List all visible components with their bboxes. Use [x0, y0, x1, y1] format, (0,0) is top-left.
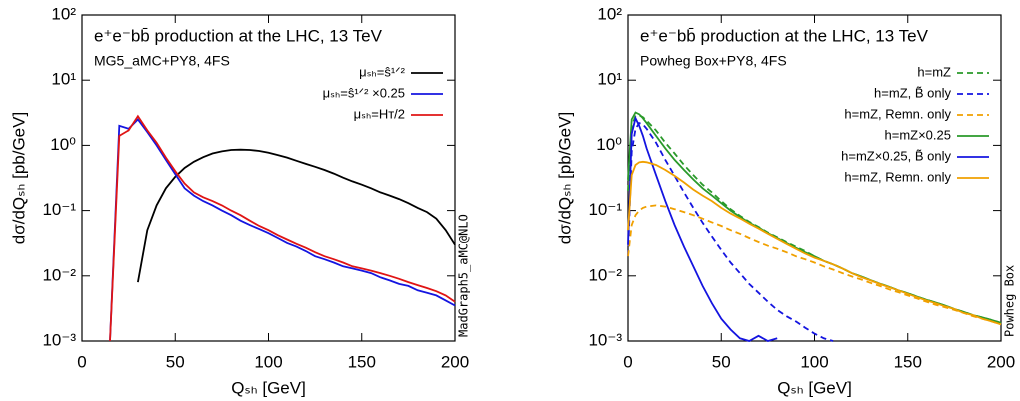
y-tick-label: 10¹	[597, 70, 622, 89]
legend-label: h=mZ×0.25	[885, 127, 952, 142]
legend-label: h=mZ	[917, 64, 951, 79]
chart-subtitle: MG5_aMC+PY8, 4FS	[94, 53, 230, 69]
x-tick-label: 100	[254, 352, 282, 371]
y-axis-label: dσ/dQₛₕ [pb/GeV]	[9, 112, 28, 244]
y-tick-label: 10⁻²	[588, 265, 622, 284]
y-tick-label: 10⁻¹	[42, 200, 76, 219]
x-tick-label: 200	[987, 352, 1015, 371]
x-tick-label: 0	[623, 352, 632, 371]
series-line	[627, 204, 1002, 326]
legend-label: h=mZ, Remn. only	[844, 169, 951, 184]
legend-label: μₛₕ=Hᴛ/2	[354, 106, 405, 121]
chart-subtitle: Powheg Box+PY8, 4FS	[640, 53, 787, 69]
y-axis-label: dσ/dQₛₕ [pb/GeV]	[555, 112, 574, 244]
x-axis-label: Qₛₕ [GeV]	[231, 378, 306, 397]
series-line	[137, 148, 456, 283]
y-tick-label: 10²	[51, 4, 76, 23]
side-label: Powheg Box	[1003, 265, 1017, 337]
y-tick-label: 10⁻²	[42, 265, 76, 284]
series-line	[627, 115, 778, 342]
series-line	[109, 118, 456, 342]
series-line	[627, 114, 1002, 324]
series-line	[627, 122, 834, 342]
x-tick-label: 150	[894, 352, 922, 371]
y-tick-label: 10⁻¹	[588, 200, 622, 219]
y-tick-label: 10¹	[51, 70, 76, 89]
x-tick-label: 50	[712, 352, 731, 371]
x-tick-label: 0	[77, 352, 86, 371]
x-tick-label: 150	[348, 352, 376, 371]
x-tick-label: 50	[166, 352, 185, 371]
x-tick-label: 200	[441, 352, 469, 371]
series-line	[109, 114, 456, 342]
y-tick-label: 10⁻³	[42, 330, 76, 349]
legend-label: h=mZ×0.25, B̃ only	[841, 148, 951, 163]
y-tick-label: 10⁰	[50, 135, 76, 154]
x-axis-label: Qₛₕ [GeV]	[777, 378, 852, 397]
side-label: MadGraph5_aMC@NLO	[457, 214, 471, 337]
x-tick-label: 100	[800, 352, 828, 371]
chart-title: e⁺e⁻bb̄ production at the LHC, 13 TeV	[94, 26, 383, 45]
legend-label: h=mZ, Remn. only	[844, 106, 951, 121]
series-line	[627, 111, 1002, 324]
legend-label: μₛₕ=ŝ¹ᐟ² ×0.25	[323, 85, 405, 100]
y-tick-label: 10⁻³	[588, 330, 622, 349]
series-line	[627, 160, 1002, 326]
y-tick-label: 10²	[597, 4, 622, 23]
chart-title: e⁺e⁻bb̄ production at the LHC, 13 TeV	[640, 26, 929, 45]
legend-label: μₛₕ=ŝ¹ᐟ²	[359, 64, 406, 79]
legend-label: h=mZ, B̃ only	[874, 85, 951, 100]
y-tick-label: 10⁰	[596, 135, 622, 154]
